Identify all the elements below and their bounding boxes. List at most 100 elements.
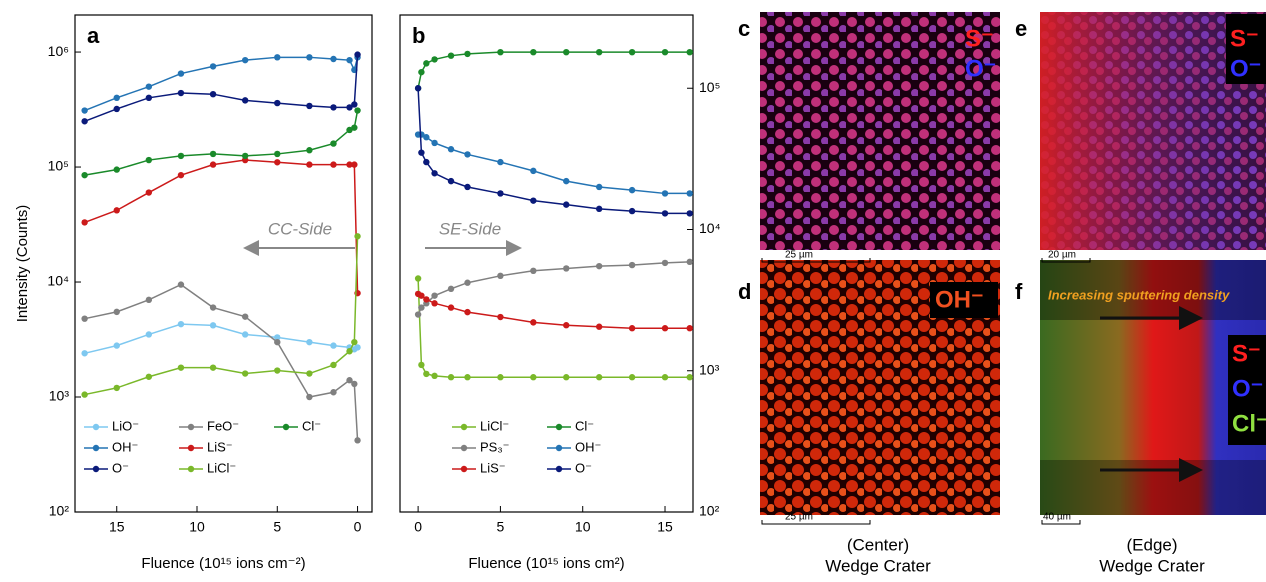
data-point <box>81 171 88 179</box>
legend-swatch <box>555 465 563 473</box>
series-line <box>417 51 690 89</box>
data-point <box>177 89 185 97</box>
data-point <box>563 265 570 272</box>
image-f-band <box>1040 260 1266 320</box>
data-point <box>145 331 153 338</box>
data-point <box>595 205 603 213</box>
data-point <box>464 374 471 381</box>
legend-label: Cl⁻ <box>302 418 321 433</box>
data-point <box>414 311 422 318</box>
image-c <box>760 12 1000 250</box>
caption: Wedge Crater <box>825 556 931 575</box>
y-tick-label: 10² <box>699 503 720 519</box>
series <box>81 107 361 179</box>
data-point <box>306 393 313 401</box>
data-point <box>81 350 88 357</box>
data-point <box>306 147 313 154</box>
y-tick-label: 10⁴ <box>699 220 721 236</box>
data-point <box>81 391 88 398</box>
data-point <box>351 338 358 346</box>
banner: Increasing sputtering density <box>1048 287 1230 302</box>
series <box>81 320 361 357</box>
charts: a 10² 10³ 10⁴ 10⁵ 10⁶ 15 10 5 0 Fluence (10¹⁵ ions… <box>14 14 721 572</box>
data-point <box>209 161 217 168</box>
legend-swatch <box>187 444 195 452</box>
data-point <box>346 377 353 384</box>
data-point <box>423 158 430 166</box>
y-tick-label: 10⁵ <box>699 79 720 95</box>
series-line <box>417 293 690 329</box>
data-point <box>431 372 438 380</box>
data-point <box>241 152 249 160</box>
x-tick-label: 5 <box>273 519 281 535</box>
data-point <box>595 323 603 330</box>
data-point <box>274 54 281 61</box>
data-point <box>530 374 537 381</box>
data-point <box>351 124 358 131</box>
data-point <box>351 101 358 108</box>
data-point <box>177 320 185 328</box>
series-line <box>84 236 359 396</box>
y-tick-label: 10³ <box>49 388 70 404</box>
data-point <box>563 322 570 329</box>
data-point <box>274 159 281 166</box>
legend-label: LiCl⁻ <box>207 460 236 475</box>
annotation: SE-Side <box>439 219 501 238</box>
data-point <box>595 183 603 191</box>
data-point <box>628 48 636 56</box>
y-tick-label: 10⁴ <box>47 273 69 289</box>
data-point <box>464 308 471 316</box>
image-label: S⁻ <box>1230 25 1259 52</box>
panel-letter: a <box>87 23 100 48</box>
legend-label: O⁻ <box>575 460 592 475</box>
series-line <box>417 88 690 215</box>
data-point <box>241 370 249 377</box>
data-point <box>81 107 88 114</box>
data-point <box>113 384 120 392</box>
data-point <box>306 338 313 346</box>
data-point <box>330 140 337 147</box>
y-tick-label: 10² <box>49 503 70 519</box>
caption: (Edge) <box>1126 535 1177 554</box>
x-tick-label: 5 <box>497 519 505 535</box>
data-point <box>661 325 669 332</box>
data-point <box>306 370 313 377</box>
data-point <box>431 56 438 63</box>
data-point <box>209 364 217 371</box>
data-point <box>145 373 153 380</box>
legend-label: O⁻ <box>112 460 129 475</box>
data-point <box>209 63 217 70</box>
data-point <box>177 70 185 77</box>
data-point <box>113 342 120 349</box>
data-point <box>447 52 455 59</box>
data-point <box>686 210 693 217</box>
data-point <box>330 161 337 168</box>
data-point <box>346 56 353 64</box>
data-point <box>306 54 313 61</box>
data-point <box>209 150 217 158</box>
scale-bars <box>761 258 1091 525</box>
data-point <box>497 48 504 56</box>
data-point <box>628 261 636 269</box>
legend-label: LiS⁻ <box>480 460 506 475</box>
series-line <box>84 110 359 176</box>
series <box>414 131 693 197</box>
scale-label: 40 µm <box>1043 512 1071 523</box>
series <box>81 51 361 125</box>
data-point <box>661 48 669 56</box>
data-point <box>418 149 425 156</box>
data-point <box>81 315 88 322</box>
legend-label: OH⁻ <box>112 439 138 454</box>
data-point <box>628 325 636 332</box>
data-point <box>464 151 471 158</box>
data-point <box>351 161 358 168</box>
data-point <box>177 171 185 179</box>
data-point <box>177 364 185 371</box>
data-point <box>497 272 504 280</box>
data-point <box>628 207 636 215</box>
x-axis-label: Fluence (10¹⁵ ions cm²) <box>468 555 624 572</box>
data-point <box>346 104 353 111</box>
data-point <box>431 170 438 177</box>
data-point <box>177 152 185 160</box>
